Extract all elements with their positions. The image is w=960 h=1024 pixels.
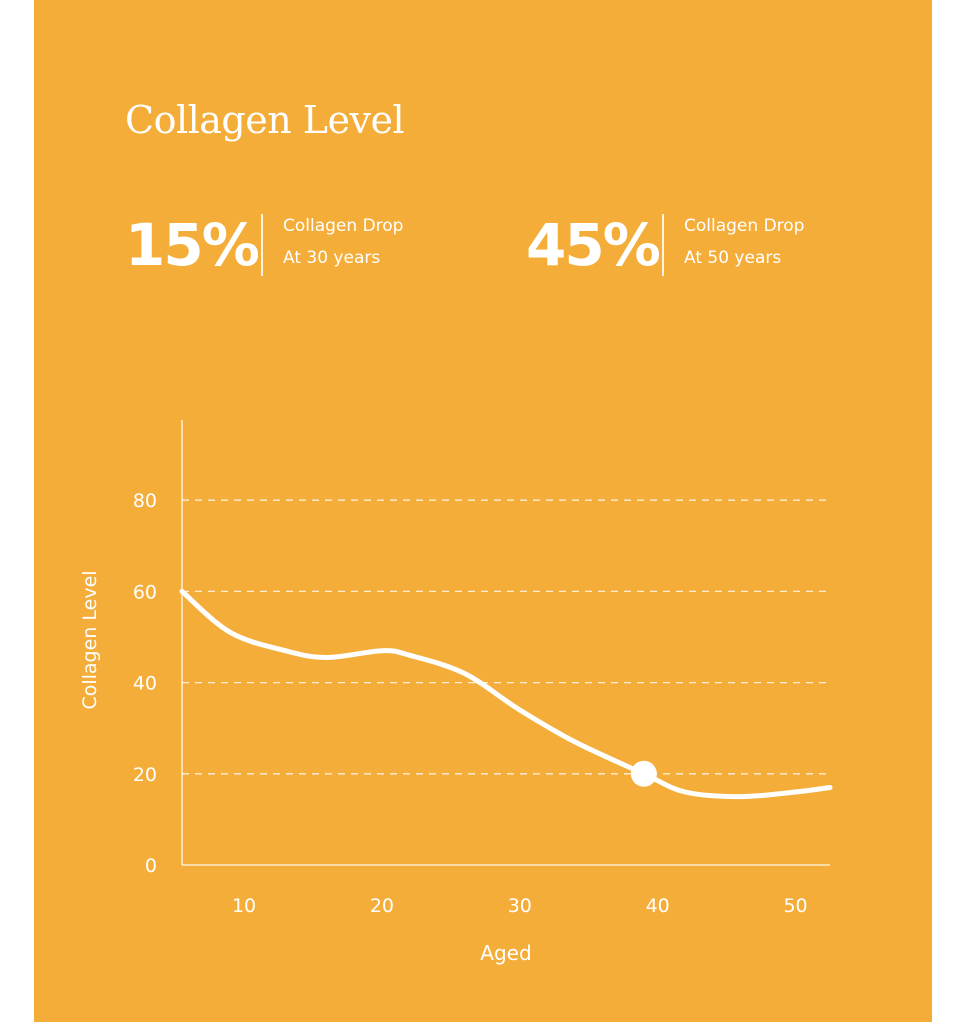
x-tick-label-30: 30 bbox=[508, 895, 532, 917]
stat-value: 45% bbox=[526, 211, 661, 279]
x-tick-label-10: 10 bbox=[232, 895, 256, 917]
stat-block-50-years: 45% Collagen Drop At 50 years bbox=[526, 210, 856, 280]
stat-value: 15% bbox=[125, 211, 260, 279]
x-tick-label-50: 50 bbox=[783, 895, 807, 917]
stat-divider bbox=[261, 214, 263, 276]
highlight-point bbox=[630, 760, 657, 787]
page-title: Collagen Level bbox=[125, 98, 405, 142]
y-tick-label-80: 80 bbox=[133, 490, 157, 512]
y-tick-label-20: 20 bbox=[133, 764, 157, 786]
y-tick-label-40: 40 bbox=[133, 673, 157, 695]
x-tick-label-20: 20 bbox=[370, 895, 394, 917]
stat-label-line2: At 30 years bbox=[283, 248, 381, 268]
stat-block-30-years: 15% Collagen Drop At 30 years bbox=[125, 210, 445, 280]
x-axis-title: Aged bbox=[480, 941, 531, 965]
stat-label-line2: At 50 years bbox=[684, 248, 782, 268]
x-tick-label-40: 40 bbox=[646, 895, 670, 917]
y-tick-label-0: 0 bbox=[145, 855, 157, 877]
y-tick-label-60: 60 bbox=[133, 581, 157, 603]
series-line bbox=[179, 588, 833, 800]
stat-label-line1: Collagen Drop bbox=[684, 216, 805, 236]
stat-label-line1: Collagen Drop bbox=[283, 216, 404, 236]
y-axis-title: Collagen Level bbox=[79, 570, 101, 709]
chart-card bbox=[34, 0, 932, 1022]
stat-divider bbox=[662, 214, 664, 276]
